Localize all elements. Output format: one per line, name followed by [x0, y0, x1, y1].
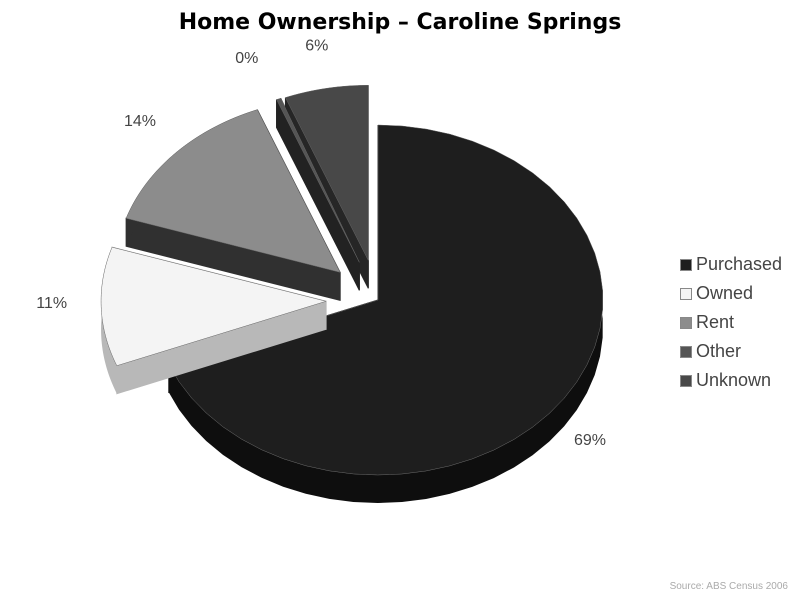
legend-swatch	[680, 287, 692, 300]
slice-top	[285, 85, 369, 261]
slice-top	[168, 124, 603, 476]
slice-top	[276, 98, 360, 263]
legend-item-unknown: Unknown	[680, 366, 782, 395]
legend-swatch	[680, 345, 692, 358]
data-label: 6%	[305, 38, 328, 55]
pie-slice-owned	[100, 246, 327, 395]
chart-title: Home Ownership – Caroline Springs	[178, 10, 622, 35]
legend-label: Purchased	[696, 254, 783, 274]
legend-swatch	[680, 374, 692, 387]
legend: Purchased Owned Rent Other Unknown	[680, 250, 782, 395]
legend-label: Other	[696, 341, 742, 361]
data-label: 14%	[124, 113, 156, 130]
legend-swatch	[680, 316, 692, 329]
legend-label: Rent	[696, 312, 735, 332]
legend-label: Unknown	[696, 370, 772, 390]
legend-item-purchased: Purchased	[680, 250, 782, 279]
legend-item-rent: Rent	[680, 308, 782, 337]
legend-label: Owned	[696, 283, 754, 303]
data-label: 11%	[36, 295, 67, 312]
legend-item-owned: Owned	[680, 279, 782, 308]
legend-item-other: Other	[680, 337, 782, 366]
slice-top	[125, 109, 341, 273]
data-label: 0%	[235, 50, 258, 67]
pie-slice-rent	[125, 109, 341, 301]
legend-swatch	[680, 258, 692, 271]
slice-top	[100, 246, 327, 366]
source-note: Source: ABS Census 2006	[669, 581, 788, 592]
pie-slice-other	[276, 98, 360, 291]
data-label: 69%	[574, 432, 606, 449]
